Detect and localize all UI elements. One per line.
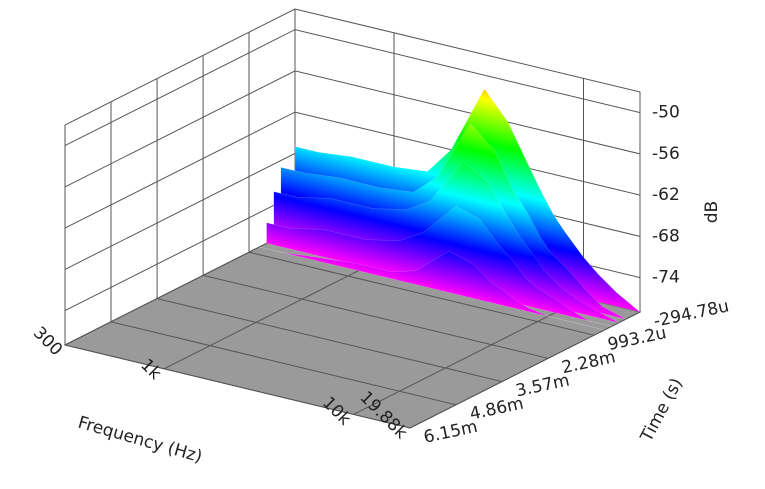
z-tick-label: -56 xyxy=(652,144,680,164)
y-tick-label: 993.2u xyxy=(606,323,668,355)
y-grid-line xyxy=(202,55,549,359)
y-grid-line xyxy=(248,32,595,336)
y-tick-label: 3.57m xyxy=(514,370,571,401)
y-axis-title: Time (s) xyxy=(636,375,687,446)
z-tick-label: -62 xyxy=(652,185,680,205)
y-tick-label: 2.28m xyxy=(560,347,617,378)
y-grid-line xyxy=(64,125,411,429)
z-axis-title: dB xyxy=(702,201,722,223)
z-grid-line xyxy=(64,70,641,188)
z-tick-label: -68 xyxy=(652,226,680,246)
z-tick-label: -74 xyxy=(652,268,680,288)
y-tick-label: 6.15m xyxy=(422,417,479,448)
x-axis-title: Frequency (Hz) xyxy=(76,413,205,468)
y-grid-line xyxy=(156,78,503,383)
surface-slice xyxy=(259,246,605,331)
z-tick-label: -50 xyxy=(652,103,680,123)
z-grid-line xyxy=(64,29,641,147)
x-tick-label: 300 xyxy=(29,323,66,360)
y-tick-label: 4.86m xyxy=(468,394,525,425)
y-grid-line xyxy=(110,101,457,406)
